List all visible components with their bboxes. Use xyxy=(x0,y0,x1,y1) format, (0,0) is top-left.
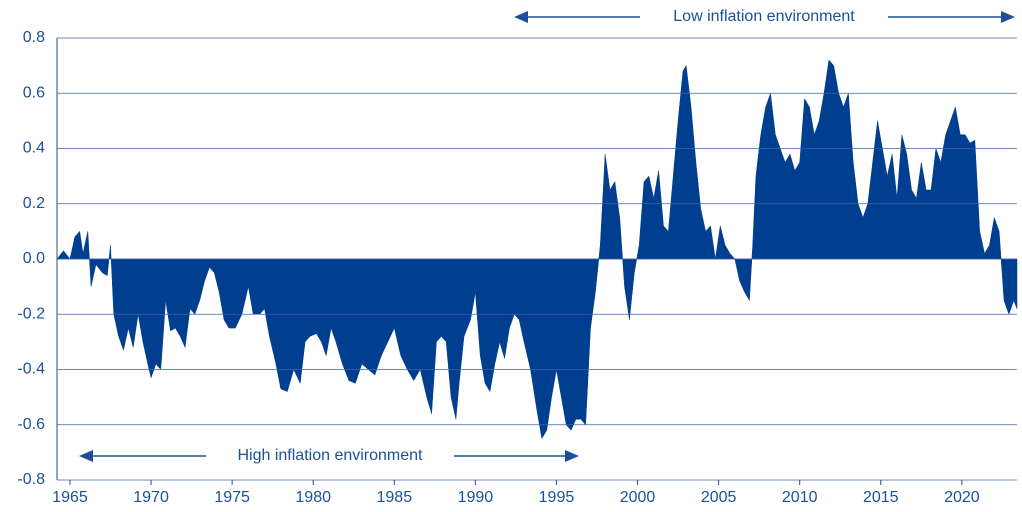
arrow-head xyxy=(79,450,93,462)
x-tick-label: 2000 xyxy=(620,489,656,506)
y-tick-label: -0.4 xyxy=(17,361,45,378)
y-tick-label: 0.4 xyxy=(23,140,45,157)
top-annotation: Low inflation environment xyxy=(514,8,1015,25)
y-tick-label: 0.6 xyxy=(23,84,45,101)
annotation: Low inflation environment xyxy=(673,8,855,25)
x-tick-label: 2015 xyxy=(863,489,899,506)
arrow-head xyxy=(565,450,579,462)
y-tick-label: 0.2 xyxy=(23,195,45,212)
arrow-head xyxy=(1001,11,1015,23)
x-tick-label: 1985 xyxy=(377,489,413,506)
x-tick-label: 1975 xyxy=(214,489,250,506)
x-tick-label: 1995 xyxy=(539,489,575,506)
x-tick-label: 1970 xyxy=(133,489,169,506)
y-tick-label: 0.0 xyxy=(23,250,45,267)
x-tick-label: 1965 xyxy=(52,489,88,506)
area xyxy=(56,59,1018,440)
annotation: High inflation environment xyxy=(238,447,424,464)
x-tick-label: 1990 xyxy=(458,489,494,506)
arrow-head xyxy=(514,11,528,23)
bottom-annotation: High inflation environment xyxy=(79,447,579,464)
y-tick-label: -0.2 xyxy=(17,305,45,322)
y-tick-label: -0.8 xyxy=(17,471,45,488)
y-tick-label: -0.6 xyxy=(17,416,45,433)
x-tick-label: 2005 xyxy=(701,489,737,506)
y-tick-label: 0.8 xyxy=(23,29,45,46)
x-tick-label: 2010 xyxy=(782,489,818,506)
x-tick-label: 2020 xyxy=(944,489,980,506)
x-tick-label: 1980 xyxy=(295,489,331,506)
